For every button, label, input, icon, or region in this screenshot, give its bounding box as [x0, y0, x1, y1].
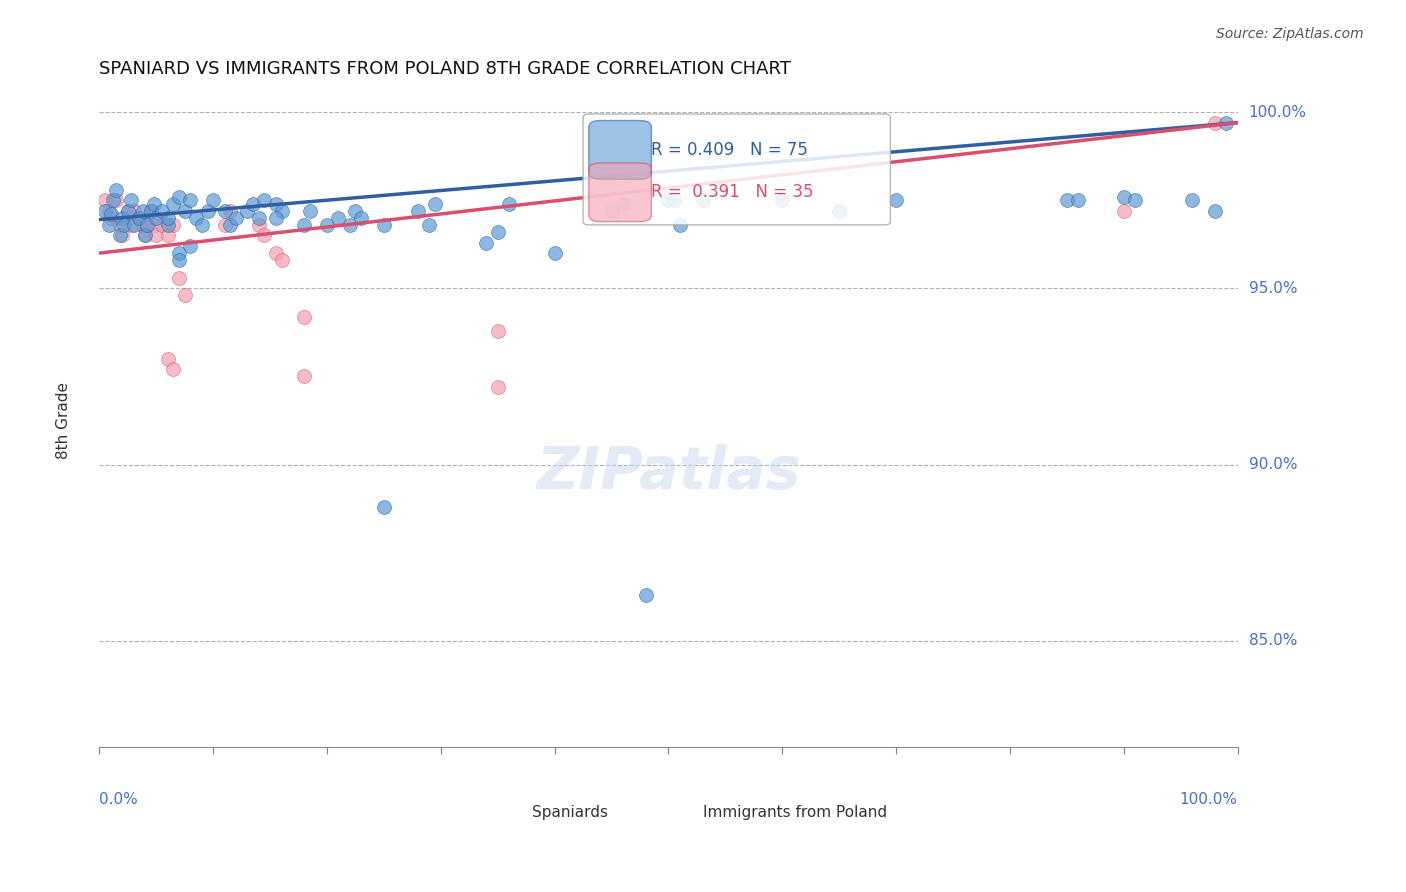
Text: SPANIARD VS IMMIGRANTS FROM POLAND 8TH GRADE CORRELATION CHART: SPANIARD VS IMMIGRANTS FROM POLAND 8TH G…: [100, 60, 792, 78]
Text: 0.0%: 0.0%: [100, 792, 138, 807]
FancyBboxPatch shape: [589, 120, 651, 179]
Text: Spaniards: Spaniards: [531, 805, 607, 821]
FancyBboxPatch shape: [583, 114, 890, 225]
Text: Immigrants from Poland: Immigrants from Poland: [703, 805, 887, 821]
Text: Source: ZipAtlas.com: Source: ZipAtlas.com: [1216, 27, 1364, 41]
FancyBboxPatch shape: [668, 786, 703, 818]
Text: 95.0%: 95.0%: [1249, 281, 1298, 296]
Text: 90.0%: 90.0%: [1249, 457, 1298, 472]
Text: R =  0.391   N = 35: R = 0.391 N = 35: [651, 183, 814, 202]
Text: R = 0.409   N = 75: R = 0.409 N = 75: [651, 141, 808, 159]
Text: 85.0%: 85.0%: [1249, 633, 1296, 648]
Text: 100.0%: 100.0%: [1180, 792, 1237, 807]
FancyBboxPatch shape: [498, 786, 531, 818]
Text: 8th Grade: 8th Grade: [56, 382, 70, 459]
FancyBboxPatch shape: [589, 163, 651, 221]
Text: ZIPatlas: ZIPatlas: [536, 444, 801, 501]
Text: 100.0%: 100.0%: [1249, 104, 1306, 120]
